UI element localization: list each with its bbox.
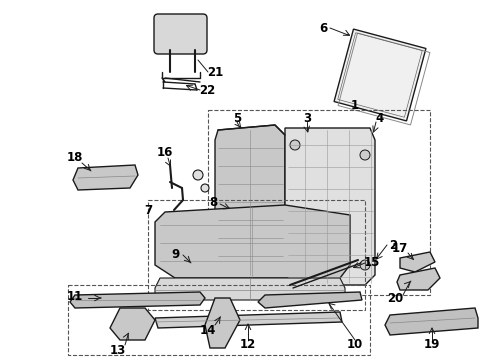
FancyBboxPatch shape: [154, 14, 207, 54]
Text: 2: 2: [389, 239, 397, 252]
Polygon shape: [70, 292, 205, 308]
Bar: [68, 285, 370, 355]
Circle shape: [290, 140, 300, 150]
Text: 11: 11: [67, 291, 83, 303]
Text: 12: 12: [240, 338, 256, 351]
Bar: [148, 200, 365, 310]
Text: 7: 7: [144, 203, 152, 216]
Text: 1: 1: [351, 99, 359, 112]
Polygon shape: [400, 252, 435, 272]
Polygon shape: [385, 308, 478, 335]
Polygon shape: [73, 165, 138, 190]
Polygon shape: [155, 278, 345, 300]
Circle shape: [360, 150, 370, 160]
Text: 16: 16: [157, 145, 173, 158]
Text: 14: 14: [200, 324, 216, 337]
Text: 8: 8: [209, 195, 217, 208]
Circle shape: [193, 170, 203, 180]
Text: 10: 10: [347, 338, 363, 351]
Text: 3: 3: [303, 112, 311, 125]
Polygon shape: [110, 308, 155, 340]
Text: 21: 21: [207, 66, 223, 78]
Text: 18: 18: [67, 150, 83, 163]
Polygon shape: [397, 268, 440, 290]
Text: 17: 17: [392, 242, 408, 255]
Polygon shape: [215, 125, 285, 278]
Polygon shape: [155, 312, 342, 328]
Polygon shape: [155, 205, 350, 278]
Text: 20: 20: [387, 292, 403, 305]
Text: 4: 4: [376, 112, 384, 125]
Bar: [208, 110, 430, 295]
Text: 6: 6: [319, 22, 327, 35]
Text: 15: 15: [364, 256, 380, 270]
Text: 9: 9: [171, 248, 179, 261]
Text: 19: 19: [424, 338, 440, 351]
Text: 13: 13: [110, 343, 126, 356]
Circle shape: [201, 184, 209, 192]
Polygon shape: [258, 292, 362, 308]
Text: 5: 5: [233, 112, 241, 125]
Polygon shape: [334, 29, 426, 121]
Text: 22: 22: [199, 84, 215, 96]
Circle shape: [290, 260, 300, 270]
Circle shape: [360, 260, 370, 270]
Polygon shape: [205, 298, 240, 348]
Polygon shape: [285, 128, 375, 285]
